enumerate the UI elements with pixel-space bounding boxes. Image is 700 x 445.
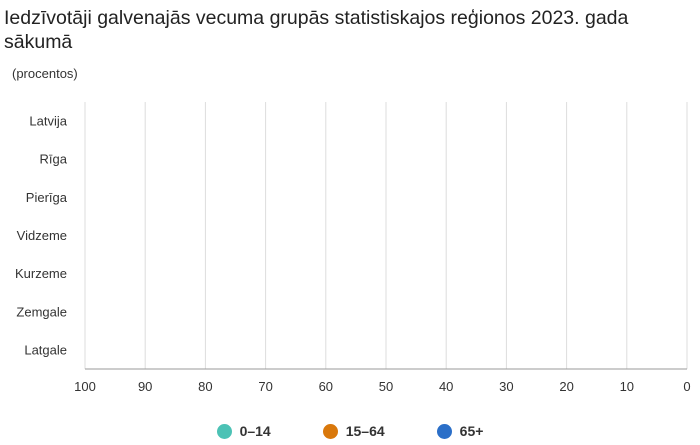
legend-item-0-14[interactable]: 0–14 [216, 423, 271, 439]
chart-title: Iedzīvotāji galvenajās vecuma grupās sta… [4, 7, 629, 53]
y-category-label-zemgale: Zemgale [16, 304, 67, 319]
y-category-label-latgale: Latgale [24, 342, 67, 357]
y-category-label-latvija: Latvija [29, 114, 67, 129]
legend-item-65-plus[interactable]: 65+ [436, 423, 484, 439]
x-tick-label-60: 60 [319, 379, 333, 394]
y-category-label-riga: Rīga [40, 152, 68, 167]
x-tick-label-90: 90 [138, 379, 152, 394]
x-tick-label-20: 20 [559, 379, 573, 394]
legend-label-0-14: 0–14 [239, 423, 271, 439]
x-tick-label-80: 80 [198, 379, 212, 394]
legend-label-65-plus: 65+ [459, 423, 484, 439]
x-tick-label-70: 70 [258, 379, 272, 394]
legend-marker-15-64 [322, 423, 338, 439]
y-category-label-vidzeme: Vidzeme [17, 228, 67, 243]
x-tick-label-50: 50 [379, 379, 393, 394]
legend: 0–14 15–64 65+ [0, 420, 700, 442]
legend-marker-0-14 [216, 423, 232, 439]
x-tick-label-40: 40 [439, 379, 453, 394]
chart-subtitle: (procentos) [12, 66, 78, 81]
x-tick-label-10: 10 [620, 379, 634, 394]
chart-plot: 100 90 80 70 60 50 40 30 20 10 0LatvijaRīgaPierīga… [15, 102, 691, 394]
legend-item-15-64[interactable]: 15–64 [322, 423, 385, 439]
x-tick-label-0: 0 [683, 379, 690, 394]
legend-label-15-64: 15–64 [345, 423, 385, 439]
x-tick-label-100: 100 [74, 379, 96, 394]
x-tick-label-30: 30 [499, 379, 513, 394]
y-category-label-kurzeme: Kurzeme [15, 266, 67, 281]
y-category-label-pieriga: Pierīga [26, 190, 68, 205]
legend-marker-65-plus [436, 423, 452, 439]
